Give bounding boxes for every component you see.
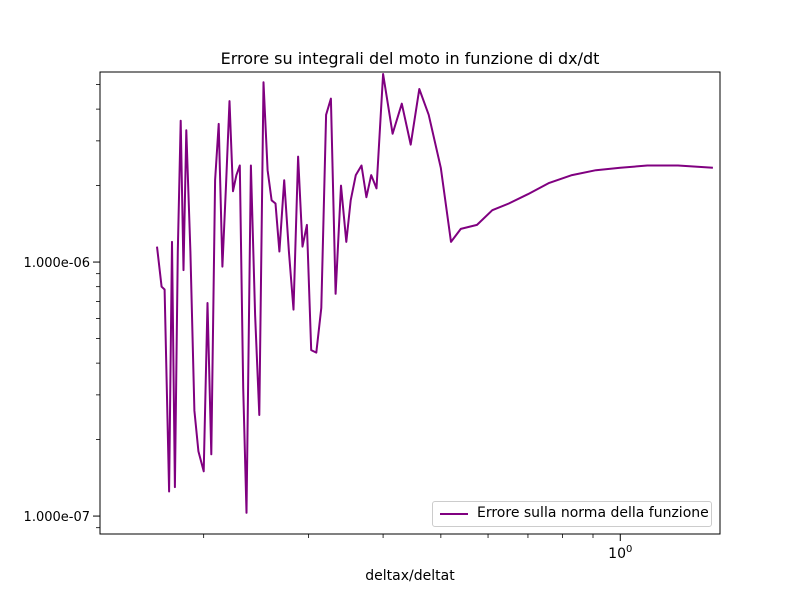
y-tick-label: 1.000e-06 — [24, 256, 90, 271]
x-axis-label: deltax/deltat — [365, 568, 455, 584]
axes-frame — [99, 71, 721, 535]
series-line-0 — [156, 73, 713, 514]
chart-title: Errore su integrali del moto in funzione… — [221, 49, 600, 68]
y-tick-label: 1.000e-07 — [24, 510, 90, 525]
legend-line-swatch — [440, 513, 468, 515]
legend: Errore sulla norma della funzione — [432, 501, 712, 527]
legend-label: Errore sulla norma della funzione — [477, 505, 709, 521]
plot-area — [156, 73, 713, 514]
